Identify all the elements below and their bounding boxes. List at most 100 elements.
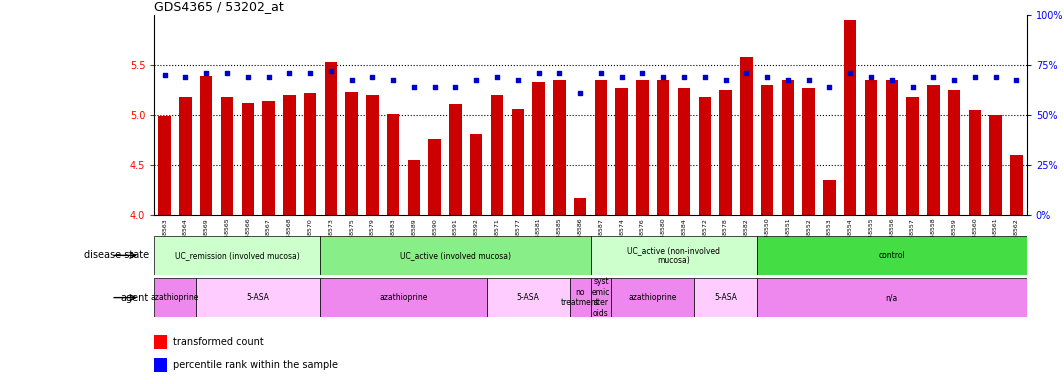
Bar: [366, 95, 379, 215]
Bar: [486, 278, 569, 317]
Point: [987, 74, 1004, 80]
Text: azathioprine: azathioprine: [380, 293, 428, 302]
Point: [654, 74, 671, 80]
Bar: [615, 88, 628, 215]
Bar: [512, 109, 525, 215]
Point: [488, 74, 505, 80]
Text: control: control: [879, 251, 905, 260]
Text: UC_active (involved mucosa): UC_active (involved mucosa): [400, 251, 511, 260]
Bar: [573, 198, 586, 215]
Point: [281, 70, 298, 76]
Bar: [196, 278, 320, 317]
Point: [405, 84, 422, 90]
Text: GDS4365 / 53202_at: GDS4365 / 53202_at: [154, 0, 284, 13]
Point: [717, 77, 734, 83]
Text: agent: agent: [120, 293, 149, 303]
Text: azathioprine: azathioprine: [151, 293, 199, 302]
Point: [322, 68, 339, 74]
Bar: [678, 88, 691, 215]
Bar: [346, 92, 358, 215]
Bar: [569, 278, 591, 317]
Text: 5-ASA: 5-ASA: [714, 293, 737, 302]
Bar: [200, 76, 213, 215]
Point: [946, 77, 963, 83]
Bar: [656, 80, 669, 215]
Bar: [591, 236, 757, 275]
Point: [863, 74, 880, 80]
Point: [239, 74, 256, 80]
Bar: [179, 97, 192, 215]
Bar: [948, 90, 961, 215]
Bar: [741, 57, 752, 215]
Text: syst
emic
ster
oids: syst emic ster oids: [592, 278, 610, 318]
Bar: [695, 278, 757, 317]
Point: [571, 90, 588, 96]
Bar: [757, 278, 1027, 317]
Point: [1008, 77, 1025, 83]
Text: UC_active (non-involved
mucosa): UC_active (non-involved mucosa): [627, 246, 720, 265]
Point: [198, 70, 215, 76]
Point: [427, 84, 444, 90]
Bar: [591, 278, 612, 317]
Bar: [782, 80, 794, 215]
Bar: [220, 97, 233, 215]
Bar: [612, 278, 695, 317]
Point: [676, 74, 693, 80]
Point: [613, 74, 630, 80]
Bar: [387, 114, 399, 215]
Point: [530, 70, 547, 76]
Bar: [491, 95, 503, 215]
Bar: [990, 115, 1002, 215]
Point: [925, 74, 942, 80]
Bar: [159, 116, 171, 215]
Bar: [761, 85, 774, 215]
Text: disease state: disease state: [84, 250, 149, 260]
Bar: [263, 101, 275, 215]
Point: [343, 77, 360, 83]
Bar: [154, 278, 196, 317]
Text: n/a: n/a: [885, 293, 898, 302]
Point: [468, 77, 485, 83]
Text: percentile rank within the sample: percentile rank within the sample: [173, 360, 338, 370]
Bar: [927, 85, 940, 215]
Point: [904, 84, 921, 90]
Point: [364, 74, 381, 80]
Bar: [470, 134, 482, 215]
Bar: [154, 358, 167, 372]
Point: [156, 72, 173, 78]
Bar: [553, 80, 566, 215]
Point: [779, 77, 796, 83]
Point: [821, 84, 838, 90]
Bar: [532, 82, 545, 215]
Bar: [283, 95, 296, 215]
Bar: [304, 93, 316, 215]
Bar: [885, 80, 898, 215]
Bar: [844, 20, 857, 215]
Point: [218, 70, 235, 76]
Bar: [802, 88, 815, 215]
Bar: [824, 180, 835, 215]
Bar: [325, 62, 337, 215]
Point: [759, 74, 776, 80]
Point: [385, 77, 402, 83]
Bar: [595, 80, 608, 215]
Point: [551, 70, 568, 76]
Point: [593, 70, 610, 76]
Point: [737, 70, 754, 76]
Text: 5-ASA: 5-ASA: [247, 293, 269, 302]
Point: [301, 70, 318, 76]
Bar: [154, 236, 320, 275]
Point: [696, 74, 713, 80]
Point: [966, 74, 983, 80]
Bar: [320, 236, 591, 275]
Point: [883, 77, 900, 83]
Point: [800, 77, 817, 83]
Bar: [757, 236, 1027, 275]
Bar: [1010, 155, 1023, 215]
Bar: [154, 335, 167, 349]
Bar: [636, 80, 649, 215]
Bar: [907, 97, 918, 215]
Point: [510, 77, 527, 83]
Bar: [449, 104, 462, 215]
Bar: [968, 110, 981, 215]
